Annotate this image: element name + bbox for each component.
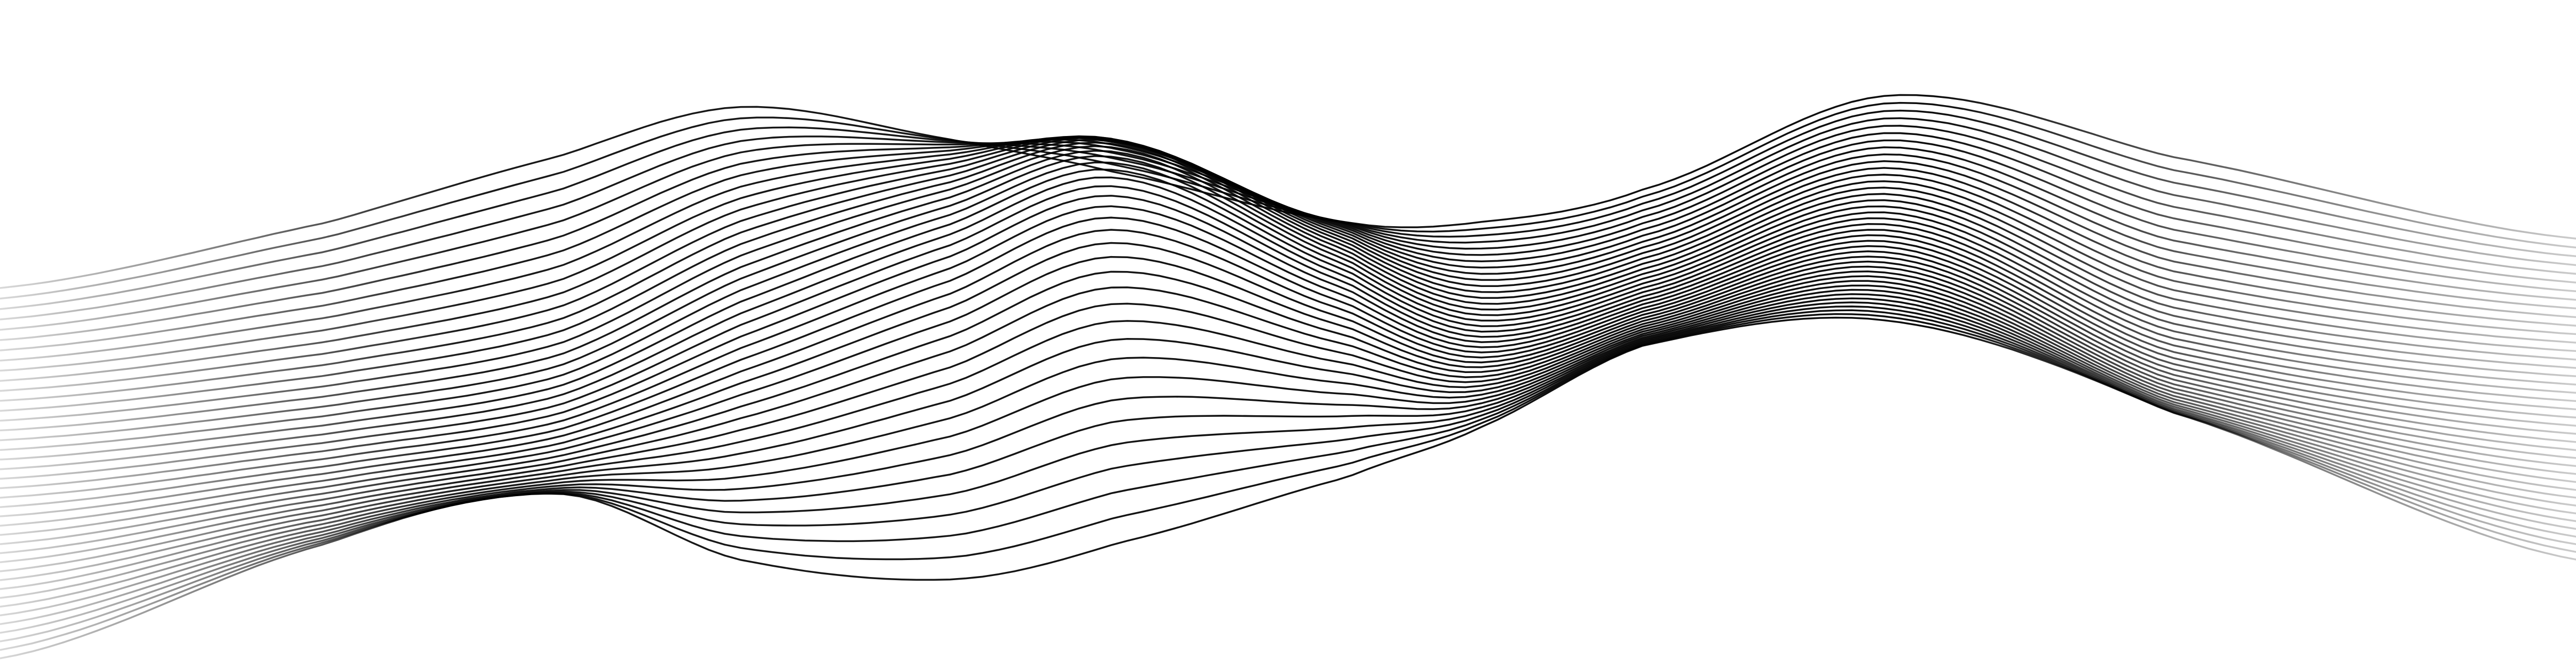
wave-lines <box>0 94 2576 659</box>
wave-line <box>0 176 2576 470</box>
wave-line <box>0 293 2576 608</box>
wave-line <box>0 195 2576 489</box>
wave-line <box>0 316 2576 659</box>
wave-line <box>0 275 2576 572</box>
wave-line <box>0 229 2576 517</box>
wave-line <box>0 289 2576 599</box>
wave-line <box>0 284 2576 590</box>
wave-line <box>0 161 2576 451</box>
wave-line <box>0 168 2576 461</box>
wave-line <box>0 260 2576 545</box>
wave-line <box>0 139 2576 402</box>
wave-line <box>0 216 2576 508</box>
wave-line <box>0 270 2576 563</box>
wave-line <box>0 137 2576 392</box>
wave-line <box>0 265 2576 554</box>
wave-line <box>0 136 2576 362</box>
wave-line <box>0 242 2576 527</box>
wave-line <box>0 205 2576 499</box>
wave-line <box>0 256 2576 536</box>
wave-line <box>0 149 2576 432</box>
wave-line <box>0 141 2576 412</box>
wave-line <box>0 145 2576 422</box>
wave-line <box>0 297 2576 617</box>
wave-line <box>0 155 2576 442</box>
wave-line <box>0 136 2576 382</box>
wave-line <box>0 301 2576 625</box>
wave-line <box>0 185 2576 480</box>
wave-line <box>0 280 2576 581</box>
wave-line <box>0 135 2576 372</box>
